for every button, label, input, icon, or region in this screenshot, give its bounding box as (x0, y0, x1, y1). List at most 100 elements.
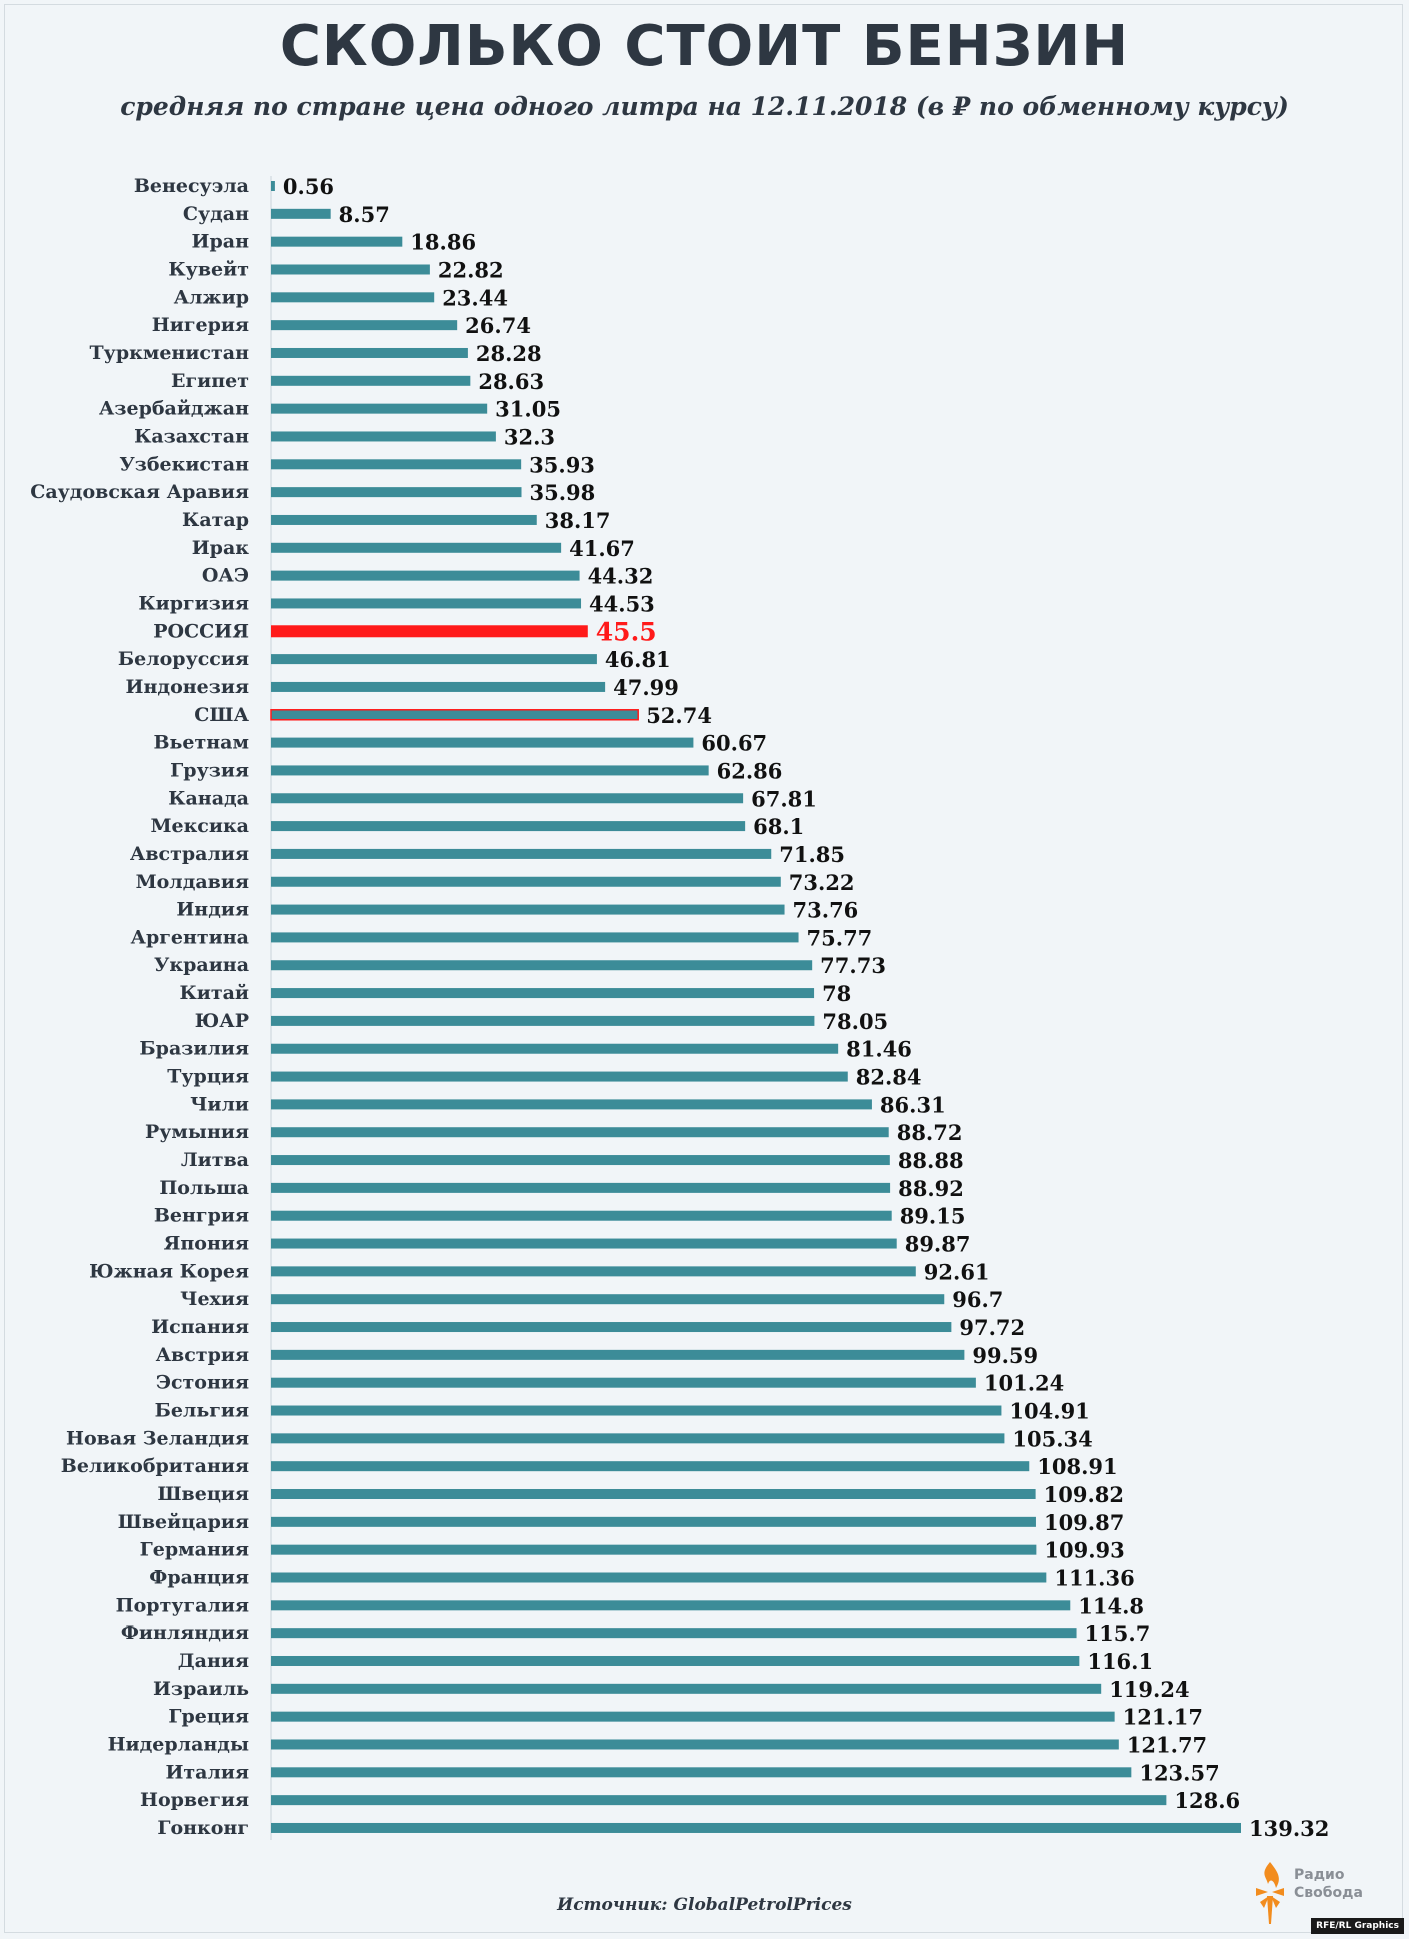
bar (271, 848, 772, 859)
value-label: 88.92 (898, 1176, 964, 1201)
value-label: 31.05 (495, 397, 561, 422)
category-label: Эстония (156, 1372, 249, 1394)
category-label: Литва (181, 1149, 249, 1171)
logo-line-1: Радио (1294, 1867, 1345, 1883)
bar (271, 208, 331, 219)
bar (271, 1489, 1036, 1500)
value-label: 109.87 (1044, 1510, 1124, 1535)
bar (271, 988, 815, 999)
bar (271, 765, 709, 776)
category-label: Австрия (156, 1344, 249, 1366)
value-label: 41.67 (569, 536, 635, 561)
chart-subtitle: средняя по стране цена одного литра на 1… (120, 92, 1289, 121)
bar (271, 1711, 1115, 1722)
value-label: 108.91 (1037, 1454, 1117, 1479)
value-label: 99.59 (972, 1343, 1038, 1368)
category-label: Китай (179, 982, 249, 1004)
bar (271, 1795, 1167, 1806)
value-label: 23.44 (442, 285, 508, 310)
value-label: 78.05 (822, 1009, 888, 1034)
bar (271, 1683, 1102, 1694)
bar (271, 1544, 1037, 1555)
category-label: Швейцария (118, 1511, 249, 1533)
radio-svoboda-logo: Радио Свобода (1248, 1858, 1368, 1928)
category-label: Молдавия (136, 871, 249, 893)
value-label: 0.56 (283, 174, 334, 199)
category-label: Азербайджан (99, 398, 249, 420)
category-label: Украина (154, 954, 249, 976)
value-label: 86.31 (880, 1092, 946, 1117)
category-label: Чехия (180, 1288, 249, 1310)
category-label: Кувейт (168, 258, 249, 280)
bar (271, 1266, 916, 1277)
value-label: 38.17 (545, 508, 611, 533)
category-label: Австралия (130, 843, 249, 865)
bar (271, 1127, 889, 1138)
bar (271, 292, 435, 303)
category-label: Румыния (145, 1121, 249, 1143)
value-label: 109.82 (1044, 1482, 1124, 1507)
category-label: Алжир (174, 286, 249, 308)
bar (271, 793, 744, 804)
category-label: Израиль (153, 1678, 249, 1700)
bar (270, 709, 639, 721)
value-label: 115.7 (1085, 1621, 1151, 1646)
category-label: Дания (178, 1650, 249, 1672)
category-label: Норвегия (140, 1789, 249, 1811)
value-label: 105.34 (1012, 1426, 1092, 1451)
value-label: 121.77 (1127, 1732, 1207, 1757)
bar (271, 1739, 1119, 1750)
value-label: 104.91 (1009, 1399, 1089, 1424)
category-label: Португалия (116, 1594, 249, 1616)
bar (271, 1433, 1005, 1444)
category-label: Белоруссия (118, 648, 249, 670)
category-label: Вьетнам (153, 732, 249, 754)
category-label: Бразилия (139, 1038, 249, 1060)
value-label: 89.15 (900, 1204, 966, 1229)
bar (271, 487, 522, 498)
bar (271, 264, 430, 275)
value-label: 52.74 (646, 703, 712, 728)
category-label: Казахстан (134, 425, 249, 447)
bar-chart: Венесуэла Судан Иран Кувейт Алжир Нигерия Турк… (30, 174, 1329, 1841)
bar (271, 821, 746, 832)
value-label: 73.76 (793, 898, 859, 923)
category-label: Ирак (192, 537, 250, 559)
category-label: Катар (182, 509, 249, 531)
category-label: Италия (165, 1761, 249, 1783)
bar (271, 236, 403, 247)
bar (271, 1043, 839, 1054)
value-label: 109.93 (1044, 1538, 1124, 1563)
torch-icon (1256, 1862, 1284, 1924)
bar (271, 598, 582, 609)
category-label: Турция (167, 1066, 249, 1088)
value-label: 88.88 (898, 1148, 964, 1173)
value-label: 96.7 (952, 1287, 1003, 1312)
value-label: 92.61 (924, 1259, 990, 1284)
value-label: 26.74 (465, 313, 531, 338)
category-label: Южная Корея (89, 1260, 249, 1282)
value-label: 114.8 (1078, 1593, 1144, 1618)
logo-text: Радио Свобода (1294, 1866, 1363, 1902)
category-labels: Венесуэла Судан Иран Кувейт Алжир Нигерия Турк… (30, 175, 249, 1839)
bar (271, 681, 606, 692)
category-label: Германия (140, 1539, 249, 1561)
category-label: Индия (176, 899, 249, 921)
bar (271, 1461, 1030, 1472)
credit-badge: RFE/RL Graphics (1311, 1918, 1404, 1934)
bar (271, 514, 537, 525)
category-label: ЮАР (195, 1010, 249, 1032)
source-note: Источник: GlobalPetrolPrices (557, 1895, 852, 1915)
value-label: 45.5 (596, 617, 657, 646)
category-label: Венгрия (154, 1205, 249, 1227)
value-label: 128.6 (1174, 1788, 1240, 1813)
value-label: 111.36 (1054, 1566, 1134, 1591)
category-label: Франция (149, 1567, 249, 1589)
value-label: 28.63 (478, 369, 544, 394)
category-label: Новая Зеландия (66, 1427, 249, 1449)
value-label: 77.73 (820, 953, 886, 978)
category-label: Аргентина (131, 926, 249, 948)
value-label: 44.32 (588, 564, 654, 589)
value-label: 8.57 (339, 202, 390, 227)
